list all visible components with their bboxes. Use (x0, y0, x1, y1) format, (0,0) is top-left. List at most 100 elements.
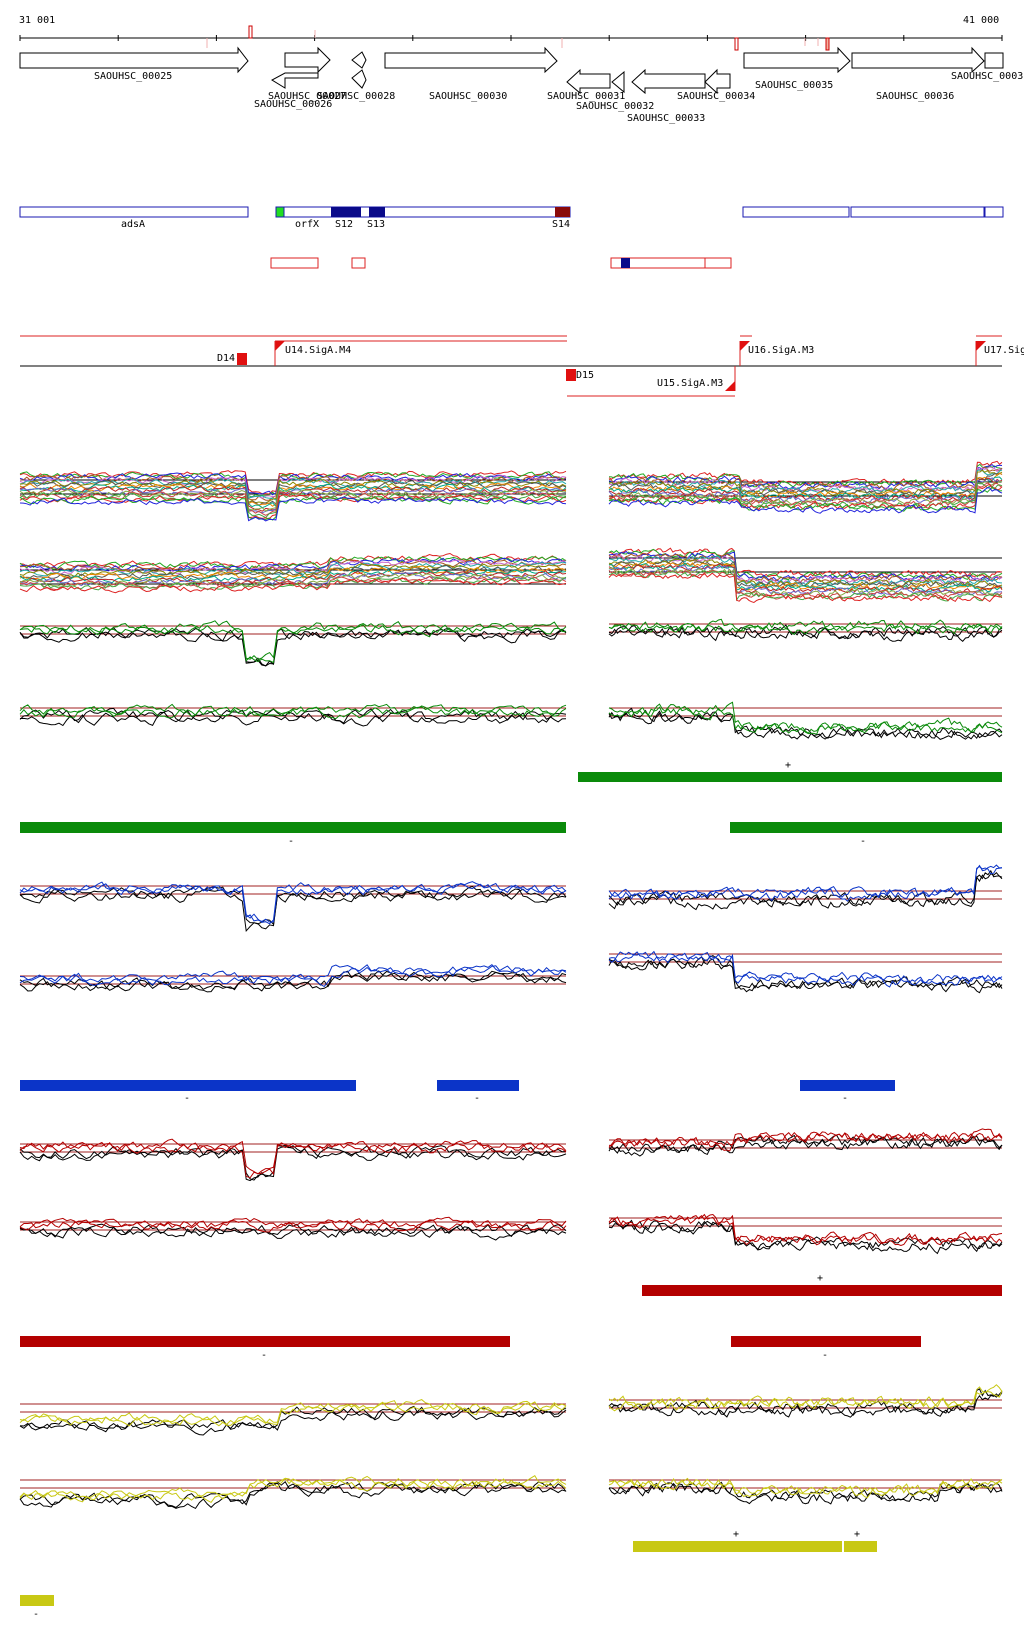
profile-line (608, 477, 1003, 505)
tu-label: D15 (576, 370, 594, 381)
gene-arrow[interactable] (19, 46, 249, 74)
annotation-box[interactable] (19, 206, 249, 218)
segment-bar[interactable] (730, 822, 1002, 833)
strand-mark: - (288, 836, 294, 847)
gene-arrow[interactable] (284, 46, 331, 74)
profile-line (608, 626, 1003, 642)
profile-line (608, 1481, 1003, 1505)
profile-line (608, 707, 1003, 740)
profile-line (608, 548, 1003, 581)
coordinate-ruler: 31 001 41 000 (19, 15, 1003, 51)
profile-line (608, 460, 1003, 486)
profile-line (608, 487, 1003, 514)
strand-mark: - (474, 1093, 480, 1104)
gene-arrow[interactable] (566, 68, 611, 95)
segment-bar[interactable] (20, 822, 566, 833)
profile-line (19, 1223, 567, 1241)
profile-line (608, 955, 1003, 991)
profile-line (19, 704, 567, 720)
profile-line (608, 865, 1003, 902)
profile-line (19, 492, 567, 519)
profile-line (608, 869, 1003, 907)
profile-line (19, 1223, 567, 1239)
gene-arrow[interactable] (384, 46, 558, 74)
expression-profiles (19, 460, 1003, 1510)
profile-line (19, 1406, 567, 1433)
gene-label: SAOUHSC_00033 (627, 113, 705, 124)
strand-mark: - (842, 1093, 848, 1104)
profile-line (608, 547, 1003, 578)
profile-line (608, 1220, 1003, 1255)
profile-line (608, 1219, 1003, 1251)
annotation-track: adsA orfX S12 S13 S14 (19, 206, 1004, 269)
profile-line (19, 577, 567, 594)
segment-bar[interactable] (642, 1285, 1002, 1296)
profile-line (608, 705, 1003, 734)
annotation-box[interactable] (850, 206, 985, 218)
segment-bar[interactable] (20, 1595, 54, 1606)
gene-arrow[interactable] (704, 68, 731, 95)
annotation-box[interactable] (283, 206, 571, 218)
profile-line (19, 627, 567, 667)
profile-line (608, 621, 1003, 636)
profile-line (608, 711, 1003, 740)
gene-arrow[interactable] (631, 68, 706, 95)
profile-line (19, 883, 567, 923)
profile-line (608, 572, 1003, 604)
profile-line (19, 1405, 567, 1436)
segment-bar[interactable] (844, 1541, 877, 1552)
annotation-label: S13 (367, 219, 385, 230)
profile-line (608, 950, 1003, 986)
annotation-box[interactable] (742, 206, 850, 218)
profile-line (19, 703, 567, 717)
gene-arrow[interactable] (984, 52, 1004, 69)
annotation-box[interactable] (331, 207, 361, 217)
profile-line (19, 888, 567, 933)
tu-label: U14.SigA.M4 (285, 345, 351, 356)
profile-line (19, 496, 567, 522)
profile-line (19, 576, 567, 591)
profile-line (19, 1217, 567, 1233)
segment-bar[interactable] (20, 1336, 510, 1347)
annotation-box[interactable] (275, 206, 285, 218)
strand-mark: - (184, 1093, 190, 1104)
strand-mark: + (733, 1529, 739, 1540)
gene-arrow[interactable] (611, 70, 625, 94)
profile-line (19, 480, 567, 506)
transcription-unit-track: D14 U14.SigA.M4 D15 U15.SigA.M3 U16.SigA… (20, 335, 1024, 397)
profile-line (19, 558, 567, 573)
annotation-label: orfX (295, 219, 319, 230)
profile-line (19, 1216, 567, 1231)
profile-line (19, 965, 567, 988)
gene-label: SAOUHSC_00036 (876, 91, 954, 102)
gene-arrow[interactable] (270, 72, 319, 89)
gene-label: SAOUHSC_00027 (268, 91, 346, 102)
strand-mark: - (822, 1350, 828, 1361)
strand-mark: + (854, 1529, 860, 1540)
profile-line (19, 620, 567, 661)
annotation-box[interactable] (555, 207, 570, 217)
profile-line (608, 1135, 1003, 1157)
segment-bar[interactable] (731, 1336, 921, 1347)
segment-bar[interactable] (633, 1541, 842, 1552)
profile-line (19, 971, 567, 992)
gene-arrow[interactable] (743, 46, 851, 74)
gene-arrow[interactable] (851, 46, 985, 74)
profile-line (608, 1482, 1003, 1502)
tu-label: U17.Sig (984, 345, 1024, 356)
gene-arrow[interactable] (351, 51, 367, 69)
segment-bar[interactable] (578, 772, 1002, 782)
segment-bar[interactable] (20, 1080, 356, 1091)
annotation-box[interactable] (984, 206, 1004, 218)
gene-arrow[interactable] (351, 69, 367, 89)
segment-bar[interactable] (800, 1080, 895, 1091)
profile-line (608, 1388, 1003, 1418)
segment-bar[interactable] (437, 1080, 519, 1091)
annotation-box[interactable] (369, 207, 385, 217)
gene-track (19, 46, 1004, 95)
profile-line (608, 1390, 1003, 1412)
profile-line (19, 709, 567, 727)
profile-line (19, 570, 567, 586)
profile-line (19, 472, 567, 496)
